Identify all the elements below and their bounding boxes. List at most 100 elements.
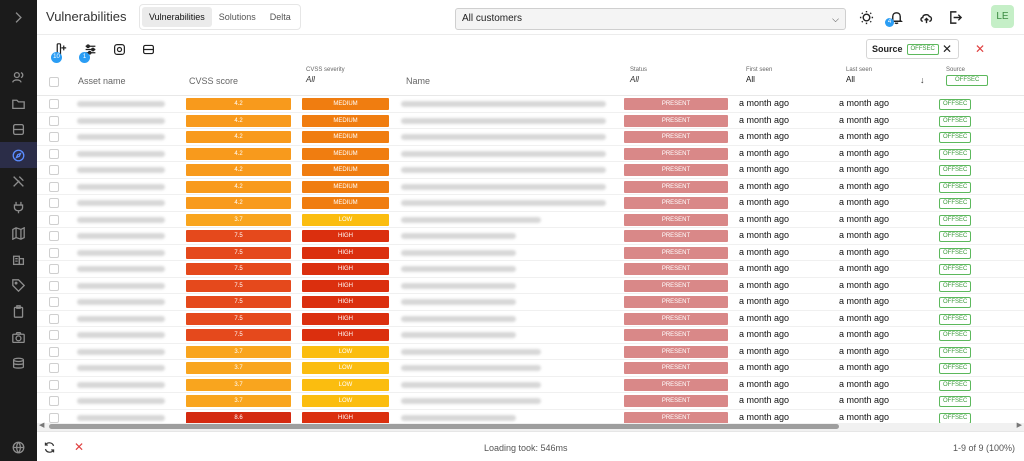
vulnerability-name-redacted[interactable]: [401, 332, 516, 338]
row-checkbox[interactable]: [49, 165, 59, 175]
vulnerability-name-redacted[interactable]: [401, 381, 541, 388]
vulnerability-name-redacted[interactable]: [401, 315, 516, 322]
table-row[interactable]: 7.5 HIGH PRESENT a month ago a month ago OFFS…: [37, 294, 1024, 311]
scroll-left-arrow-icon[interactable]: ◀: [39, 422, 45, 429]
buildings-icon[interactable]: [0, 246, 37, 272]
row-checkbox[interactable]: [49, 396, 59, 406]
sun-icon[interactable]: [857, 8, 875, 26]
source-filter-chip[interactable]: Source OFFSEC ✕: [866, 39, 959, 59]
vulnerability-name-redacted[interactable]: [401, 299, 516, 305]
table-row[interactable]: 4.2 MEDIUM PRESENT a month ago a month ago OF…: [37, 195, 1024, 212]
tab-solutions[interactable]: Solutions: [218, 12, 256, 22]
table-row[interactable]: 4.2 MEDIUM PRESENT a month ago a month ago OF…: [37, 146, 1024, 162]
table-row[interactable]: 7.5 HIGH PRESENT a month ago a month ago OFFS…: [37, 228, 1024, 245]
row-checkbox[interactable]: [49, 181, 59, 192]
column-status[interactable]: Status All: [630, 67, 647, 84]
cancel-icon[interactable]: ✕: [74, 440, 85, 454]
asset-name-redacted[interactable]: [77, 266, 165, 272]
asset-name-redacted[interactable]: [77, 348, 165, 355]
vulnerability-name-redacted[interactable]: [401, 150, 606, 157]
column-cvss-score[interactable]: CVSS score: [189, 76, 239, 86]
column-source[interactable]: Source OFFSEC: [946, 67, 989, 86]
at-sign-icon[interactable]: [110, 40, 128, 58]
table-row[interactable]: 7.5 HIGH PRESENT a month ago a month ago OFFS…: [37, 327, 1024, 344]
row-checkbox[interactable]: [49, 346, 59, 357]
vulnerability-name-redacted[interactable]: [401, 233, 516, 239]
column-first-seen[interactable]: First seen All: [746, 67, 772, 84]
table-row[interactable]: 4.2 MEDIUM PRESENT a month ago a month ago OF…: [37, 129, 1024, 146]
table-row[interactable]: 7.5 HIGH PRESENT a month ago a month ago OFFS…: [37, 261, 1024, 278]
row-checkbox[interactable]: [49, 313, 59, 324]
vulnerability-name-redacted[interactable]: [401, 101, 606, 107]
asset-name-redacted[interactable]: [77, 216, 165, 223]
map-icon[interactable]: [0, 220, 37, 246]
user-avatar[interactable]: LE: [991, 5, 1014, 28]
asset-name-redacted[interactable]: [77, 200, 165, 206]
plug-icon[interactable]: [0, 194, 37, 220]
filter-sliders-icon[interactable]: [81, 40, 99, 58]
globe-icon[interactable]: [0, 434, 37, 460]
vulnerability-name-redacted[interactable]: [401, 414, 516, 421]
vulnerability-name-redacted[interactable]: [401, 348, 541, 355]
asset-name-redacted[interactable]: [77, 117, 165, 124]
column-cvss-severity[interactable]: CVSS severity All: [306, 67, 345, 84]
tab-vulnerabilities[interactable]: Vulnerabilities: [142, 7, 212, 27]
row-checkbox[interactable]: [49, 379, 59, 390]
column-last-seen[interactable]: Last seen All: [846, 67, 872, 84]
close-icon[interactable]: ✕: [941, 42, 952, 56]
table-row[interactable]: 4.2 MEDIUM PRESENT a month ago a month ago OF…: [37, 162, 1024, 179]
customer-select[interactable]: All customers ⌵: [455, 8, 846, 30]
table-row[interactable]: 4.2 MEDIUM PRESENT a month ago a month ago OF…: [37, 113, 1024, 129]
server-icon[interactable]: [0, 116, 37, 142]
asset-name-redacted[interactable]: [77, 183, 165, 190]
row-checkbox[interactable]: [49, 115, 59, 126]
tag-icon[interactable]: [0, 272, 37, 298]
logout-icon[interactable]: [946, 8, 964, 26]
vulnerability-name-redacted[interactable]: [401, 117, 606, 124]
compass-icon[interactable]: [0, 142, 37, 168]
row-checkbox[interactable]: [49, 363, 59, 373]
layout-icon[interactable]: [139, 40, 157, 58]
vulnerability-name-redacted[interactable]: [401, 200, 606, 206]
table-row[interactable]: 7.5 HIGH PRESENT a month ago a month ago OFFS…: [37, 245, 1024, 261]
vulnerability-name-redacted[interactable]: [401, 365, 541, 371]
row-checkbox[interactable]: [49, 330, 59, 340]
vulnerability-name-redacted[interactable]: [401, 134, 606, 140]
vulnerability-name-redacted[interactable]: [401, 266, 516, 272]
asset-name-redacted[interactable]: [77, 167, 165, 173]
column-asset-name[interactable]: Asset name: [78, 76, 126, 86]
asset-name-redacted[interactable]: [77, 101, 165, 107]
table-row[interactable]: 3.7 LOW PRESENT a month ago a month ago OFFSE…: [37, 212, 1024, 228]
asset-name-redacted[interactable]: [77, 134, 165, 140]
source-filter-value[interactable]: OFFSEC: [946, 75, 989, 86]
tools-icon[interactable]: [0, 168, 37, 194]
horizontal-scrollbar[interactable]: ◀ ▶: [37, 422, 1024, 431]
row-checkbox[interactable]: [49, 148, 59, 159]
camera-icon[interactable]: [0, 324, 37, 350]
asset-name-redacted[interactable]: [77, 315, 165, 322]
vulnerability-name-redacted[interactable]: [401, 282, 516, 289]
asset-name-redacted[interactable]: [77, 414, 165, 421]
row-checkbox[interactable]: [49, 99, 59, 109]
table-row[interactable]: 3.7 LOW PRESENT a month ago a month ago OFFSE…: [37, 377, 1024, 393]
asset-name-redacted[interactable]: [77, 249, 165, 256]
severity-filter-value[interactable]: All: [306, 75, 315, 84]
asset-name-redacted[interactable]: [77, 332, 165, 338]
asset-name-redacted[interactable]: [77, 150, 165, 157]
row-checkbox[interactable]: [49, 132, 59, 142]
users-icon[interactable]: [0, 64, 37, 90]
bell-icon[interactable]: [887, 8, 905, 26]
folder-icon[interactable]: [0, 90, 37, 116]
column-name[interactable]: Name: [406, 76, 431, 86]
vulnerability-name-redacted[interactable]: [401, 183, 606, 190]
row-checkbox[interactable]: [49, 198, 59, 208]
clear-filters-icon[interactable]: ✕: [975, 42, 986, 56]
scroll-right-arrow-icon[interactable]: ▶: [1016, 422, 1022, 429]
row-checkbox[interactable]: [49, 412, 59, 423]
table-row[interactable]: 8.6 HIGH PRESENT a month ago a month ago OFFS…: [37, 410, 1024, 423]
vulnerability-name-redacted[interactable]: [401, 249, 516, 256]
tab-delta[interactable]: Delta: [269, 12, 291, 22]
row-checkbox[interactable]: [49, 297, 59, 307]
row-checkbox[interactable]: [49, 231, 59, 241]
asset-name-redacted[interactable]: [77, 282, 165, 289]
